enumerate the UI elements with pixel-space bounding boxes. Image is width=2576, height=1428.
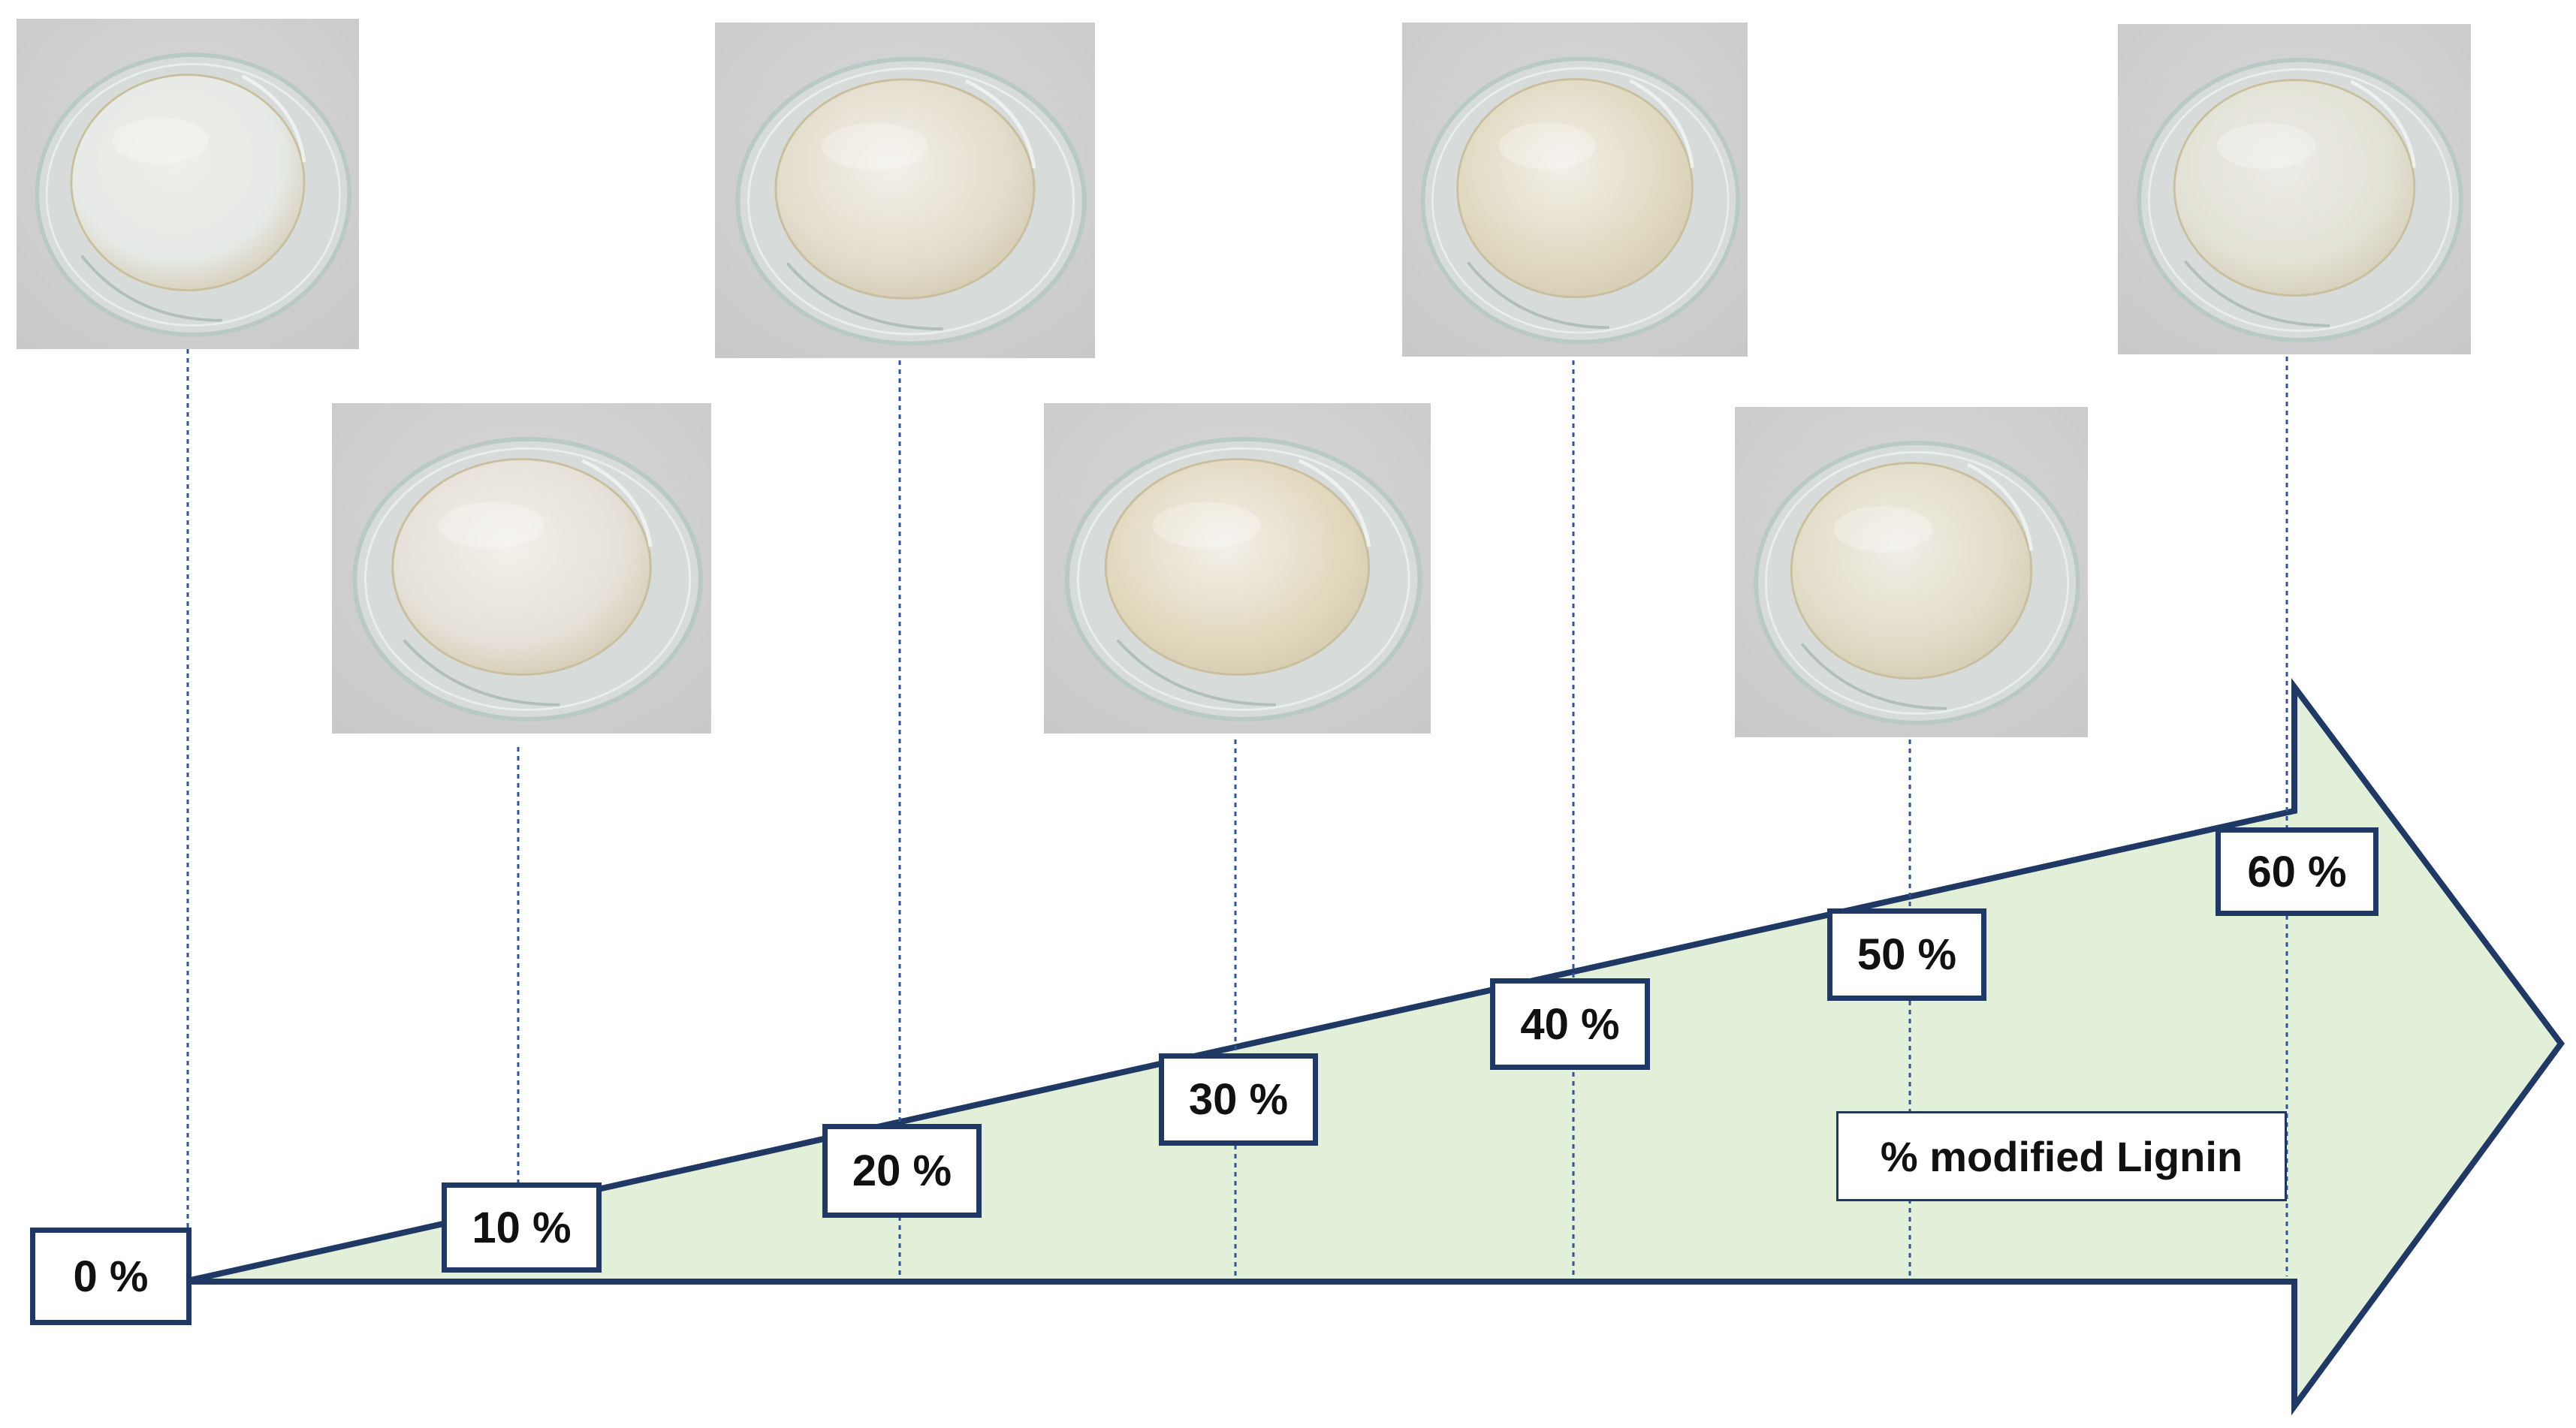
label-40-percent: 40 %: [1490, 978, 1650, 1070]
petri-dish-gel-icon: [2118, 24, 2471, 354]
label-50-percent: 50 %: [1827, 908, 1986, 1001]
petri-dish-gel-icon: [17, 19, 359, 349]
label-0-percent: 0 %: [30, 1228, 192, 1325]
guide-lines: [186, 349, 2288, 1276]
label-60-percent: 60 %: [2216, 827, 2378, 916]
sample-photo-40: [1402, 23, 1748, 357]
label-30-percent: 30 %: [1159, 1053, 1318, 1146]
petri-dish-gel-icon: [1402, 23, 1748, 357]
sample-photo-10: [332, 403, 711, 734]
sample-photo-50: [1735, 407, 2088, 737]
petri-dish-gel-icon: [332, 403, 711, 734]
label-20-percent: 20 %: [822, 1124, 982, 1218]
petri-dish-gel-icon: [715, 23, 1095, 358]
petri-dish-gel-icon: [1735, 407, 2088, 737]
sample-photo-0: [17, 19, 359, 349]
sample-photo-30: [1044, 403, 1431, 734]
sample-photo-20: [715, 23, 1095, 358]
arrow-shape: [183, 677, 2565, 1416]
label-10-percent: 10 %: [442, 1182, 602, 1273]
petri-dish-gel-icon: [1044, 403, 1431, 734]
sample-photo-60: [2118, 24, 2471, 354]
axis-label: % modified Lignin: [1836, 1111, 2287, 1201]
